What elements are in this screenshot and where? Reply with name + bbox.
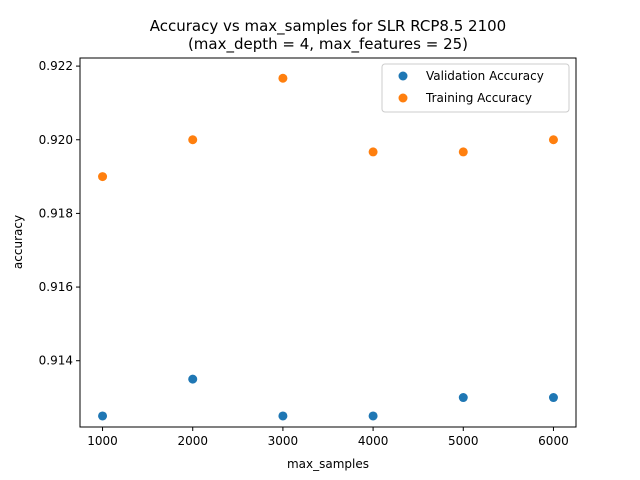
x-tick-label: 2000 [177, 434, 208, 448]
training-accuracy-point [188, 135, 198, 145]
validation-accuracy-point [368, 411, 378, 421]
x-axis-ticks: 1000 2000 3000 4000 5000 6000 [87, 427, 569, 448]
legend-box [381, 63, 570, 113]
y-tick-label: 0.916 [39, 280, 73, 294]
chart-title-line1: Accuracy vs max_samples for SLR RCP8.5 2… [150, 17, 506, 36]
x-tick-label: 5000 [448, 434, 479, 448]
data-points [98, 73, 558, 421]
legend: Validation Accuracy Training Accuracy [381, 63, 570, 113]
y-tick-label: 0.920 [39, 133, 73, 147]
training-accuracy-point [368, 147, 378, 157]
y-axis-ticks: 0.914 0.916 0.918 0.920 0.922 [39, 59, 80, 368]
y-tick-label: 0.914 [39, 354, 73, 368]
legend-marker-validation [398, 71, 408, 81]
plot-area-frame [79, 57, 577, 428]
y-tick-label: 0.922 [39, 59, 73, 73]
legend-marker-training [398, 93, 408, 103]
y-tick-label: 0.918 [39, 206, 73, 220]
validation-accuracy-point [98, 411, 108, 421]
chart-title-line2: (max_depth = 4, max_features = 25) [188, 35, 468, 54]
x-axis-label: max_samples [287, 457, 369, 471]
validation-accuracy-point [188, 374, 198, 384]
legend-label-validation: Validation Accuracy [426, 69, 544, 83]
x-tick-label: 3000 [268, 434, 299, 448]
training-accuracy-point [98, 172, 108, 182]
validation-accuracy-point [548, 393, 558, 403]
y-axis-label: accuracy [11, 215, 25, 269]
validation-accuracy-point [278, 411, 288, 421]
validation-accuracy-point [458, 393, 468, 403]
training-accuracy-point [278, 73, 288, 83]
x-tick-label: 6000 [538, 434, 569, 448]
training-accuracy-point [548, 135, 558, 145]
x-tick-label: 4000 [358, 434, 389, 448]
x-tick-label: 1000 [87, 434, 118, 448]
training-accuracy-point [458, 147, 468, 157]
legend-label-training: Training Accuracy [425, 91, 532, 105]
